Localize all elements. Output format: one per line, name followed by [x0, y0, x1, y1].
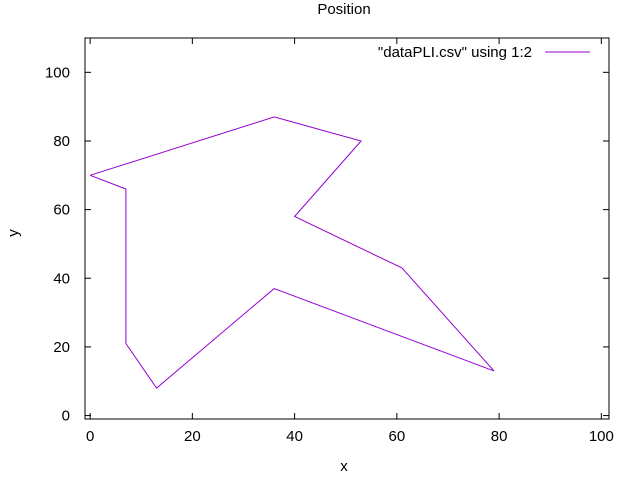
data-point — [125, 189, 126, 190]
y-tick-label: 100 — [45, 64, 70, 81]
x-tick-label: 80 — [491, 428, 508, 445]
y-tick-label: 60 — [53, 202, 70, 219]
x-tick-label: 40 — [286, 428, 303, 445]
data-point — [90, 175, 91, 176]
y-tick-label: 20 — [53, 339, 70, 356]
data-point — [156, 388, 157, 389]
x-tick-label: 100 — [589, 428, 614, 445]
x-tick-label: 20 — [184, 428, 201, 445]
plot-area — [84, 37, 610, 420]
data-point — [361, 140, 362, 141]
series-line-0 — [89, 116, 495, 389]
y-tick-label: 40 — [53, 270, 70, 287]
chart-title: Position — [317, 1, 370, 18]
x-axis: 0 20 40 60 80 100 — [86, 38, 614, 445]
y-axis: 0 20 40 60 80 100 — [45, 64, 609, 425]
y-tick-label: 0 — [62, 408, 70, 425]
legend: "dataPLI.csv" using 1:2 — [378, 44, 590, 61]
x-tick-label: 0 — [86, 428, 94, 445]
data-point — [294, 216, 295, 217]
x-tick-label: 60 — [389, 428, 406, 445]
data-point — [401, 267, 402, 268]
y-axis-label: y — [5, 229, 22, 237]
data-point — [274, 116, 275, 117]
legend-label: "dataPLI.csv" using 1:2 — [378, 44, 532, 61]
y-tick-label: 80 — [53, 133, 70, 150]
data-point — [125, 343, 126, 344]
data-point — [493, 370, 494, 371]
data-point — [274, 288, 275, 289]
series-layer — [89, 116, 495, 389]
x-axis-label: x — [340, 458, 348, 475]
plot-frame — [84, 37, 610, 420]
